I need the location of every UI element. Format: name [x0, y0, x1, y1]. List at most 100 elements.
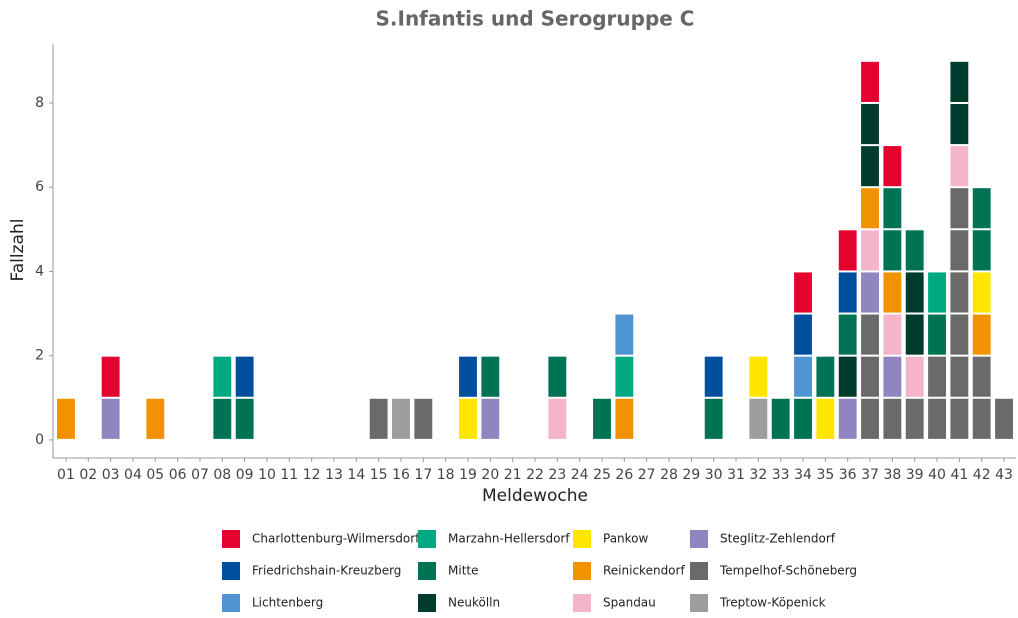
x-tick-label: 24	[571, 467, 589, 483]
x-tick-label: 14	[347, 467, 365, 483]
bar-segment	[838, 356, 857, 397]
chart-title: S.Infantis und Serogruppe C	[376, 7, 695, 31]
bar-segment	[928, 272, 946, 313]
x-tick-label: 33	[772, 467, 790, 483]
x-tick-label: 40	[928, 467, 946, 483]
x-tick-label: 26	[615, 467, 633, 483]
x-tick-label: 21	[504, 467, 522, 483]
bar-segment	[838, 398, 857, 439]
bar-segment	[861, 272, 879, 313]
bar-segment	[481, 356, 500, 397]
bar-segment	[972, 272, 991, 313]
bar-segment	[883, 314, 902, 355]
legend-swatch	[418, 562, 436, 580]
legend-swatch	[222, 530, 240, 548]
x-tick-label: 39	[906, 467, 924, 483]
bar-segment	[101, 356, 120, 397]
bar-segment	[213, 398, 232, 439]
legend-label: Lichtenberg	[252, 596, 323, 610]
bar-segment	[392, 398, 410, 439]
bar-segment	[883, 146, 902, 187]
x-tick-label: 04	[124, 467, 142, 483]
legend-label: Treptow-Köpenick	[719, 596, 826, 610]
y-tick-label: 6	[35, 179, 44, 195]
x-tick-label: 35	[816, 467, 834, 483]
x-tick-label: 34	[794, 467, 812, 483]
bar-segment	[861, 230, 879, 271]
bar-segment	[749, 398, 768, 439]
x-tick-label: 30	[705, 467, 723, 483]
x-tick-label: 16	[392, 467, 410, 483]
legend-label: Friedrichshain-Kreuzberg	[252, 564, 401, 578]
bar-segment	[235, 398, 254, 439]
bar-segment	[794, 398, 812, 439]
bar-segment	[838, 314, 857, 355]
x-tick-label: 22	[526, 467, 544, 483]
bar-segment	[950, 146, 969, 187]
x-tick-label: 05	[146, 467, 164, 483]
bar-segment	[794, 272, 812, 313]
y-tick-label: 2	[35, 348, 44, 364]
legend-swatch	[573, 562, 591, 580]
x-tick-label: 43	[995, 467, 1013, 483]
bar-segment	[861, 314, 879, 439]
bar-segment	[995, 398, 1013, 439]
x-tick-label: 31	[727, 467, 745, 483]
legend-label: Reinickendorf	[603, 564, 685, 578]
x-tick-label: 13	[325, 467, 343, 483]
x-tick-label: 20	[481, 467, 499, 483]
bar-segment	[615, 356, 634, 397]
legend-label: Neukölln	[448, 596, 500, 610]
bar-segment	[883, 272, 902, 313]
bar-segment	[615, 314, 634, 355]
bar-segment	[481, 398, 500, 439]
x-tick-label: 36	[839, 467, 857, 483]
legend-label: Marzahn-Hellersdorf	[448, 532, 570, 546]
bar-segment	[235, 356, 254, 397]
bar-segment	[414, 398, 433, 439]
x-tick-label: 28	[660, 467, 678, 483]
bar-segment	[838, 272, 857, 313]
legend-label: Spandau	[603, 596, 656, 610]
y-tick-label: 8	[35, 95, 44, 111]
x-tick-label: 01	[57, 467, 75, 483]
x-tick-label: 06	[169, 467, 187, 483]
x-tick-label: 23	[548, 467, 566, 483]
bar-segment	[905, 230, 924, 271]
bar-segment	[146, 398, 165, 439]
legend-label: Charlottenburg-Wilmersdorf	[252, 532, 420, 546]
bar-segment	[794, 356, 812, 397]
bar-segment	[57, 398, 75, 439]
bar-segment	[816, 356, 835, 397]
bar-segment	[883, 356, 902, 397]
x-tick-label: 03	[102, 467, 120, 483]
legend-swatch	[222, 594, 240, 612]
bar-segment	[369, 398, 388, 439]
bar-segment	[615, 398, 634, 439]
bar-segment	[861, 188, 879, 229]
bar-segment	[905, 356, 924, 397]
bar-segment	[749, 356, 768, 397]
bar-segment	[459, 356, 477, 397]
legend-swatch	[690, 530, 708, 548]
x-tick-label: 19	[459, 467, 477, 483]
x-tick-label: 09	[236, 467, 254, 483]
bar-segment	[213, 356, 232, 397]
bar-segment	[972, 314, 991, 355]
x-tick-label: 38	[883, 467, 901, 483]
legend-swatch	[418, 530, 436, 548]
bar-segment	[704, 356, 723, 397]
bar-segment	[794, 314, 812, 355]
x-tick-label: 41	[950, 467, 968, 483]
y-tick-label: 0	[35, 432, 44, 448]
x-tick-label: 11	[280, 467, 298, 483]
legend-label: Mitte	[448, 564, 478, 578]
x-tick-label: 18	[437, 467, 455, 483]
x-tick-label: 37	[861, 467, 879, 483]
bar-segment	[905, 398, 924, 439]
bar-segment	[704, 398, 723, 439]
bar-segment	[816, 398, 835, 439]
legend-swatch	[690, 562, 708, 580]
bar-segment	[838, 230, 857, 271]
